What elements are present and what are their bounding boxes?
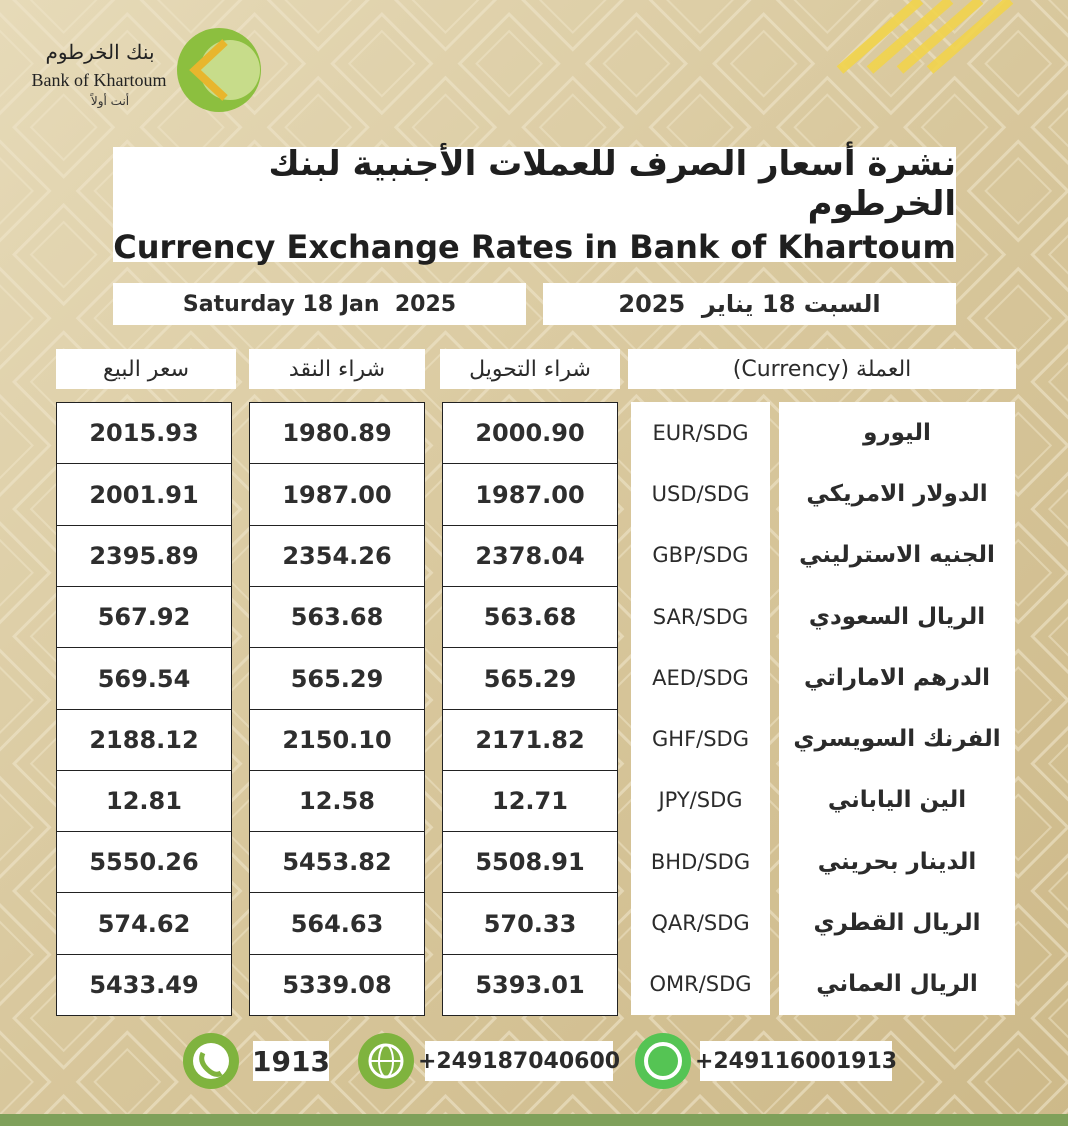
column-header: شراء التحويل: [440, 349, 620, 389]
currency-code: AED/SDG: [652, 665, 749, 690]
currency-name: اليورو: [863, 419, 931, 446]
logo-english: Bank of Khartoum: [31, 70, 167, 90]
currency-code: OMR/SDG: [649, 972, 752, 997]
rate-cell: 563.68: [442, 585, 618, 649]
column-header: شراء النقد: [249, 349, 425, 389]
rate-cell: 1980.89: [249, 402, 425, 465]
currency-code: GBP/SDG: [652, 543, 749, 568]
rate-cell: 5393.01: [442, 953, 618, 1017]
rate-cell: 2171.82: [442, 708, 618, 772]
currency-name: الدرهم الاماراتي: [804, 664, 990, 691]
rate-cell: 1987.00: [249, 463, 425, 527]
rate-cell: 12.81: [56, 769, 232, 833]
rate-cell: 574.62: [56, 892, 232, 956]
rate-cell: 5339.08: [249, 953, 425, 1017]
date-english: Saturday 18 Jan 2025: [113, 283, 526, 325]
rate-cell: 5508.91: [442, 831, 618, 894]
date-arabic: السبت 18 يناير 2025: [543, 283, 956, 325]
currency-name: الدولار الامريكي: [806, 480, 988, 507]
rate-cell: 2395.89: [56, 524, 232, 588]
column-header: سعر البيع: [56, 349, 236, 389]
title-english: Currency Exchange Rates in Bank of Khart…: [113, 227, 956, 266]
rate-cell: 565.29: [249, 647, 425, 710]
currency-name: الين الياباني: [827, 787, 967, 814]
logo-arabic: بنك الخرطوم: [45, 40, 155, 64]
phone: +249187040600: [418, 1041, 620, 1081]
rate-cell: 2001.91: [56, 463, 232, 527]
code-panel: [631, 402, 770, 1015]
currency-code: QAR/SDG: [651, 911, 750, 936]
whatsapp: +249116001913: [695, 1041, 897, 1081]
currency-name: الدينار بحريني: [817, 848, 977, 875]
currency-code: JPY/SDG: [658, 788, 743, 813]
currency-name: الجنيه الاسترليني: [799, 542, 995, 569]
rate-cell: 2354.26: [249, 524, 425, 588]
rate-cell: 565.29: [442, 647, 618, 710]
logo-tagline: أنت أولاً: [90, 94, 130, 108]
currency-code: SAR/SDG: [652, 604, 749, 629]
rate-cell: 2000.90: [442, 402, 618, 465]
rate-cell: 570.33: [442, 892, 618, 956]
rate-cell: 2378.04: [442, 524, 618, 588]
rate-cell: 12.58: [249, 769, 425, 833]
rate-cell: 2150.10: [249, 708, 425, 772]
rate-cell: 569.54: [56, 647, 232, 710]
rate-cell: 563.68: [249, 585, 425, 649]
currency-code: EUR/SDG: [652, 420, 749, 445]
currency-name: الفرنك السويسري: [793, 726, 1001, 753]
rate-cell: 2015.93: [56, 402, 232, 465]
currency-name: الريال القطري: [813, 910, 981, 937]
footer-icons: [183, 1033, 691, 1089]
rate-cell: 5433.49: [56, 953, 232, 1017]
rate-cell: 5453.82: [249, 831, 425, 894]
currency-name: الريال العماني: [816, 971, 978, 998]
rate-cell: 2188.12: [56, 708, 232, 772]
hotline: 1913: [252, 1041, 330, 1081]
currency-name: الريال السعودي: [808, 603, 986, 630]
currency-code: USD/SDG: [651, 481, 750, 506]
name-panel: [779, 402, 1015, 1015]
rate-cell: 12.71: [442, 769, 618, 833]
rate-cell: 1987.00: [442, 463, 618, 527]
title-arabic: نشرة أسعار الصرف للعملات الأجنبية لبنك ا…: [268, 143, 957, 224]
rate-cell: 564.63: [249, 892, 425, 956]
rate-cell: 5550.26: [56, 831, 232, 894]
column-header: العملة (Currency): [628, 349, 1016, 389]
title-box: نشرة أسعار الصرف للعملات الأجنبية لبنك ا…: [113, 143, 957, 266]
rate-cell: 567.92: [56, 585, 232, 649]
currency-code: GHF/SDG: [652, 727, 749, 752]
currency-code: BHD/SDG: [650, 849, 751, 874]
